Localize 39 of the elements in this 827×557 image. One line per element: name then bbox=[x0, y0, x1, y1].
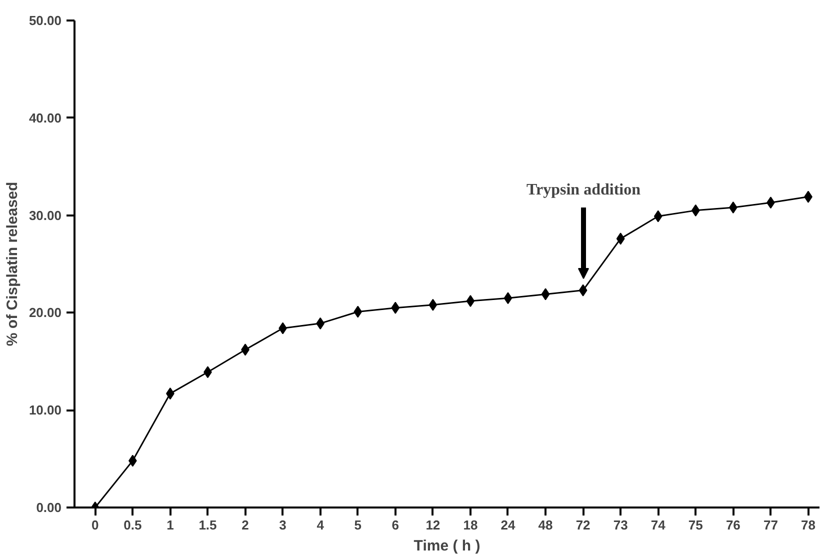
x-tick-label: 0.5 bbox=[124, 518, 142, 532]
x-tick-label: 1 bbox=[166, 518, 174, 532]
x-tick-label: 6 bbox=[392, 518, 400, 532]
point bbox=[391, 302, 400, 314]
point bbox=[654, 210, 662, 222]
y-tick-label: 40.00 bbox=[28, 110, 62, 126]
point bbox=[504, 292, 512, 304]
y-tick-label: 20.00 bbox=[28, 305, 62, 320]
x-axis-title: Time ( h ) bbox=[414, 538, 480, 554]
point bbox=[578, 284, 588, 296]
point bbox=[541, 288, 550, 300]
y-tick-label: 10.00 bbox=[28, 402, 62, 418]
x-tick-label: 74 bbox=[650, 518, 666, 532]
point bbox=[466, 295, 475, 308]
x-tick-label: 72 bbox=[576, 518, 590, 532]
x-tick-label: 78 bbox=[801, 518, 816, 532]
x-tick-label: 4 bbox=[316, 518, 325, 532]
point bbox=[616, 232, 625, 245]
x-tick-label: 73 bbox=[613, 518, 628, 532]
x-tick-label: 76 bbox=[726, 518, 740, 532]
x-tick-label: 2 bbox=[242, 518, 249, 532]
y-axis-title: % of Cisplatin released bbox=[4, 182, 21, 346]
x-tick-label: 48 bbox=[538, 518, 553, 532]
x-tick-label: 0 bbox=[92, 518, 99, 532]
y-tick-label: 0.00 bbox=[36, 500, 62, 515]
point bbox=[691, 204, 700, 216]
x-tick-label: 75 bbox=[688, 518, 703, 532]
point bbox=[428, 298, 438, 311]
x-tick-label: 1.5 bbox=[198, 518, 217, 532]
x-tick-label: 5 bbox=[354, 518, 362, 532]
x-tick-label: 24 bbox=[500, 518, 516, 532]
annotation: Trypsin addition bbox=[526, 182, 641, 198]
x-tick-label: 3 bbox=[279, 518, 286, 532]
y-tick-label: 30.00 bbox=[28, 208, 62, 223]
x-tick-label: 18 bbox=[463, 518, 478, 532]
y-tick-label: 50.00 bbox=[28, 13, 62, 28]
x-tick-label: 12 bbox=[426, 518, 440, 532]
point bbox=[354, 306, 362, 318]
x-tick-label: 77 bbox=[763, 518, 778, 532]
